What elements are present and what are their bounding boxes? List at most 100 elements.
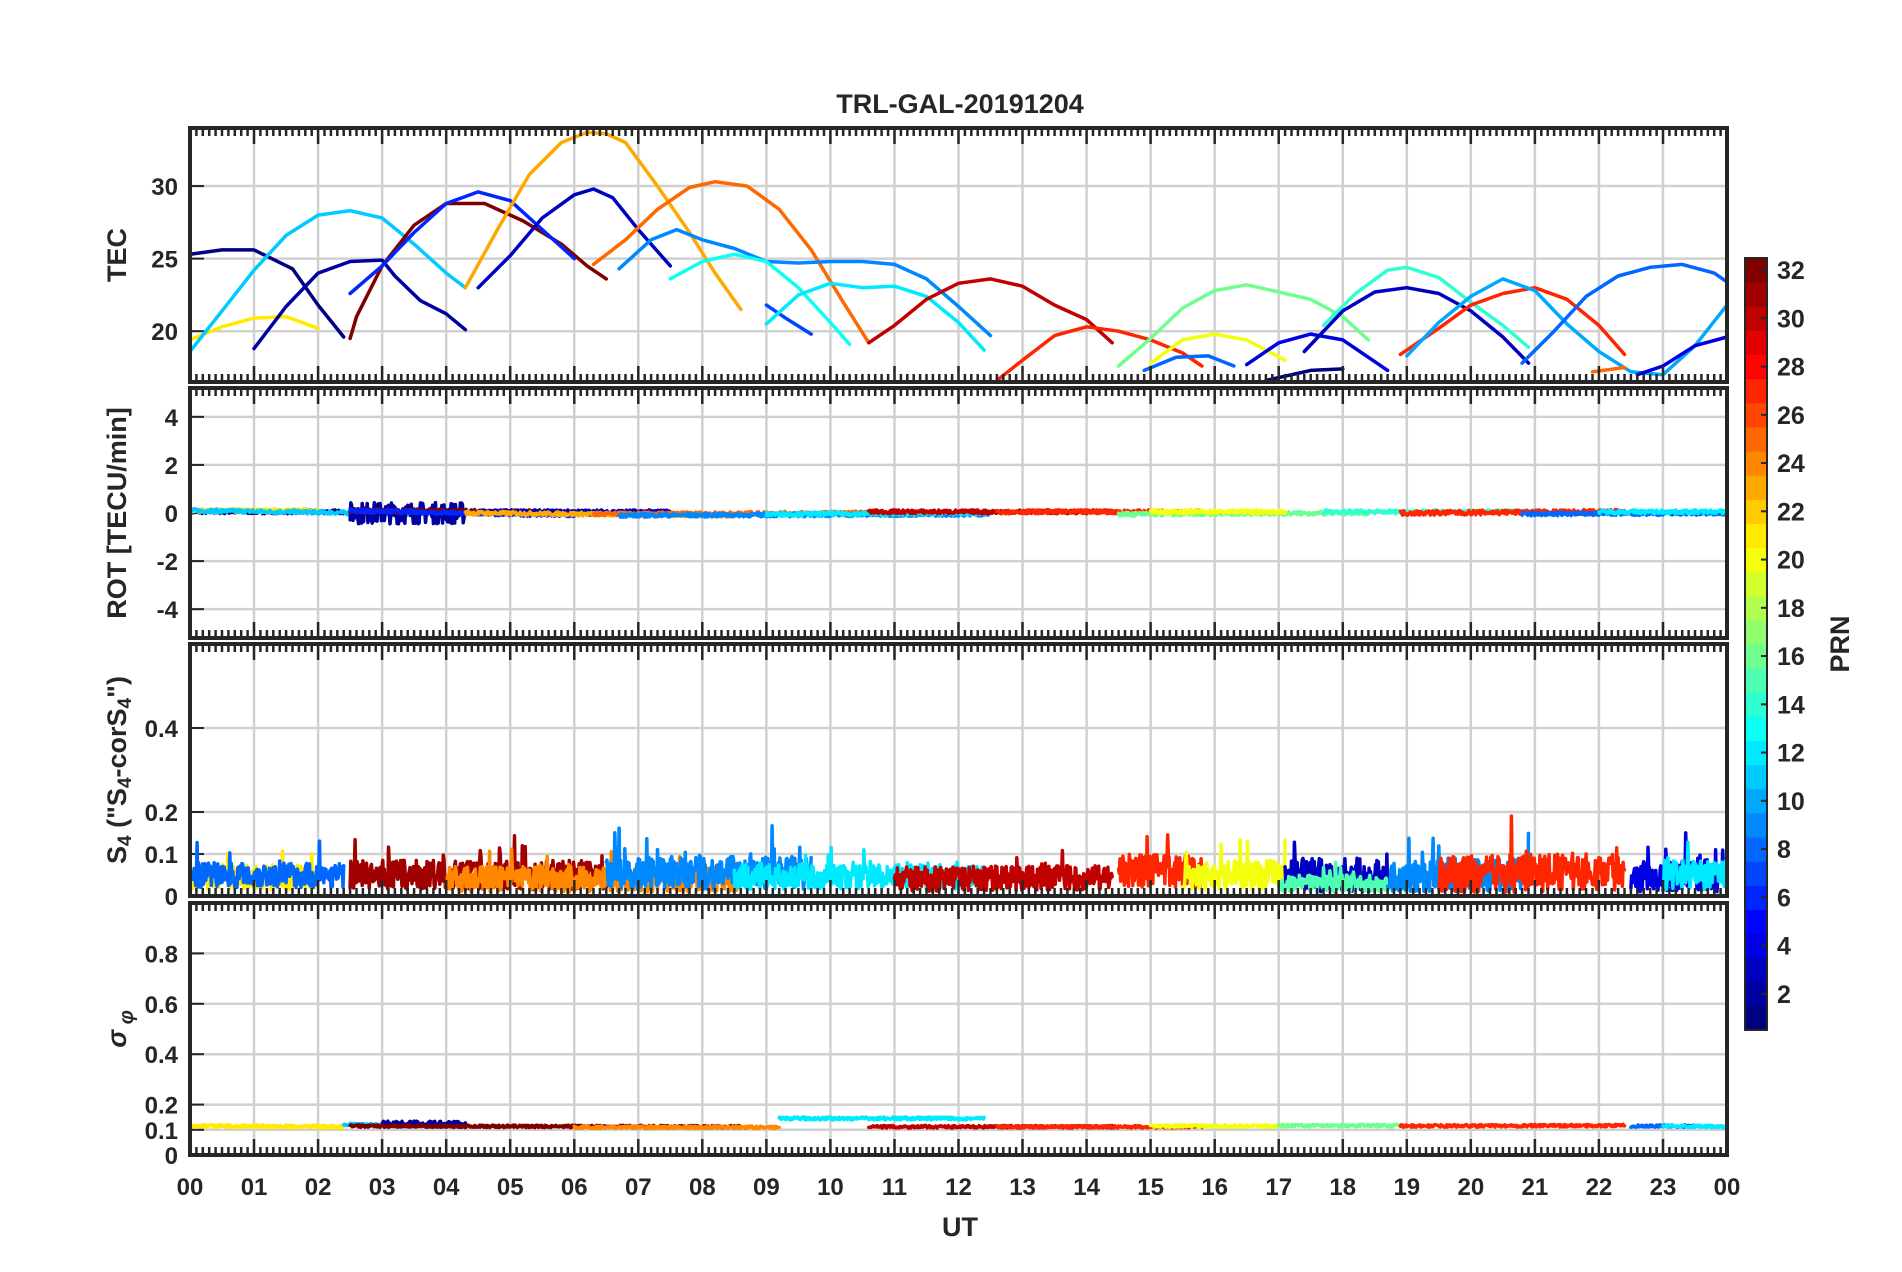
series-line-prn-10 xyxy=(1405,277,1727,377)
colorbar-tick-label: 4 xyxy=(1777,933,1791,961)
series-line-prn-11 xyxy=(190,208,468,354)
colorbar-segment xyxy=(1745,788,1767,814)
series-line-prn-20 xyxy=(1180,838,1287,892)
colorbar-label: PRN xyxy=(1825,615,1855,672)
x-tick-label: 11 xyxy=(882,1174,907,1201)
axes-box xyxy=(188,386,1729,640)
y-tick-label: 0.2 xyxy=(145,800,178,827)
colorbar-tick-label: 16 xyxy=(1777,643,1805,671)
x-tick-label: 14 xyxy=(1073,1174,1100,1201)
x-axis-label: UT xyxy=(942,1212,978,1242)
bottom-ticks xyxy=(188,366,1729,382)
x-tick-label: 22 xyxy=(1586,1174,1613,1201)
series-line-prn-21 xyxy=(190,314,320,342)
y-axis-label: σ φ xyxy=(102,1010,138,1048)
series-line-prn-8 xyxy=(1142,354,1236,373)
colorbar-tick-label: 14 xyxy=(1777,691,1805,719)
series-line-prn-27 xyxy=(995,325,1204,382)
colorbar-tick-label: 10 xyxy=(1777,788,1805,816)
x-tick-label: 17 xyxy=(1265,1174,1292,1201)
colorbar-segment xyxy=(1745,644,1767,669)
x-tick-label: 23 xyxy=(1650,1174,1677,1201)
colorbar-segment xyxy=(1745,499,1767,524)
colorbar-segment xyxy=(1745,885,1767,910)
colorbar-segment xyxy=(1745,571,1767,597)
series-line-prn-21 xyxy=(190,1122,346,1130)
top-ticks xyxy=(188,388,1729,404)
colorbar-segment xyxy=(1745,692,1767,717)
colorbar-segment xyxy=(1745,837,1767,862)
series-line-prn-24 xyxy=(572,1124,781,1131)
y-axis-label: S4 ("S4-corS4") xyxy=(102,676,136,864)
colorbar-segment xyxy=(1745,595,1767,621)
panel-rot: -4 -2 0 2 4 ROT [TECU/min] xyxy=(102,386,1729,640)
colorbar-segment xyxy=(1745,547,1767,573)
series-line-prn-20 xyxy=(1148,508,1287,516)
panel-sigma: 00.10.2 0.4 0.6 0.8 σ φ xyxy=(102,901,1729,1170)
colorbar-segment xyxy=(1745,282,1767,307)
series-line-prn-12 xyxy=(1661,1123,1727,1130)
top-ticks xyxy=(188,903,1729,919)
series-line-prn-12 xyxy=(1597,508,1727,516)
colorbar-segment xyxy=(1745,668,1767,693)
series-line-prn-12 xyxy=(1661,840,1727,891)
series-line-prn-25 xyxy=(591,179,871,345)
series-group xyxy=(190,1115,1727,1131)
x-tick-label: 03 xyxy=(369,1174,396,1201)
series-line-prn-9 xyxy=(617,510,993,519)
series-line-prn-1 xyxy=(190,248,346,339)
colorbar-tick-label: 26 xyxy=(1777,402,1805,430)
colorbar-segment xyxy=(1745,354,1767,380)
colorbar-tick-label: 6 xyxy=(1777,884,1791,912)
x-tick-label: 04 xyxy=(433,1174,460,1201)
colorbar-tick-label: 32 xyxy=(1777,257,1805,285)
y-tick-label: 0.4 xyxy=(145,1042,179,1069)
series-line-prn-4 xyxy=(1244,332,1390,373)
series-line-prn-3 xyxy=(1302,285,1531,365)
colorbar-segment xyxy=(1745,475,1767,500)
y-tick-label: 0.8 xyxy=(145,941,178,968)
colorbar-segment xyxy=(1745,306,1767,331)
series-line-prn-8 xyxy=(1520,262,1727,365)
axes-box xyxy=(188,642,1729,898)
colorbar-segment xyxy=(1745,981,1767,1007)
y-tick-label: 0.1 xyxy=(145,1118,178,1145)
x-tick-label: 12 xyxy=(945,1174,972,1201)
y-tick-label: 0.1 xyxy=(145,842,178,869)
x-tick-label: 06 xyxy=(561,1174,588,1201)
x-tick-label: 00 xyxy=(177,1174,204,1201)
colorbar-tick-label: 18 xyxy=(1777,595,1805,623)
x-tick-label: 02 xyxy=(305,1174,332,1201)
y-axis-label: ROT [TECU/min] xyxy=(102,407,132,618)
y-tick-label: 0.6 xyxy=(145,992,178,1019)
x-tick-label: 15 xyxy=(1137,1174,1164,1201)
series-line-prn-13 xyxy=(668,252,852,347)
series-line-prn-30 xyxy=(867,277,1114,345)
series-line-prn-3 xyxy=(476,187,673,290)
series-line-prn-14 xyxy=(1321,265,1531,349)
series-line-prn-2 xyxy=(348,500,468,526)
y-tick-label: -4 xyxy=(157,597,179,624)
colorbar-segment xyxy=(1745,330,1767,356)
colorbar-segment xyxy=(1745,426,1767,452)
y-tick-label: 20 xyxy=(151,319,178,346)
colorbar-tick-label: 2 xyxy=(1777,981,1791,1009)
series-line-prn-25 xyxy=(1590,365,1627,374)
x-tick-label: 08 xyxy=(689,1174,716,1201)
y-axis-label: TEC xyxy=(102,228,132,282)
y-tick-label: 25 xyxy=(151,247,178,274)
x-tick-label: 16 xyxy=(1201,1174,1228,1201)
colorbar-segment xyxy=(1745,740,1767,766)
bottom-ticks xyxy=(188,622,1729,638)
series-line-prn-2 xyxy=(252,258,468,351)
y-tick-label: 0.4 xyxy=(145,716,179,743)
series-line-prn-16 xyxy=(1276,1122,1403,1129)
colorbar-segment xyxy=(1745,957,1767,983)
colorbar-segment xyxy=(1745,523,1767,549)
colorbar-segment xyxy=(1745,402,1767,428)
y-tick-label: 0 xyxy=(165,1143,178,1170)
colorbar-segment xyxy=(1745,1005,1767,1031)
series-line-prn-9 xyxy=(617,227,993,338)
